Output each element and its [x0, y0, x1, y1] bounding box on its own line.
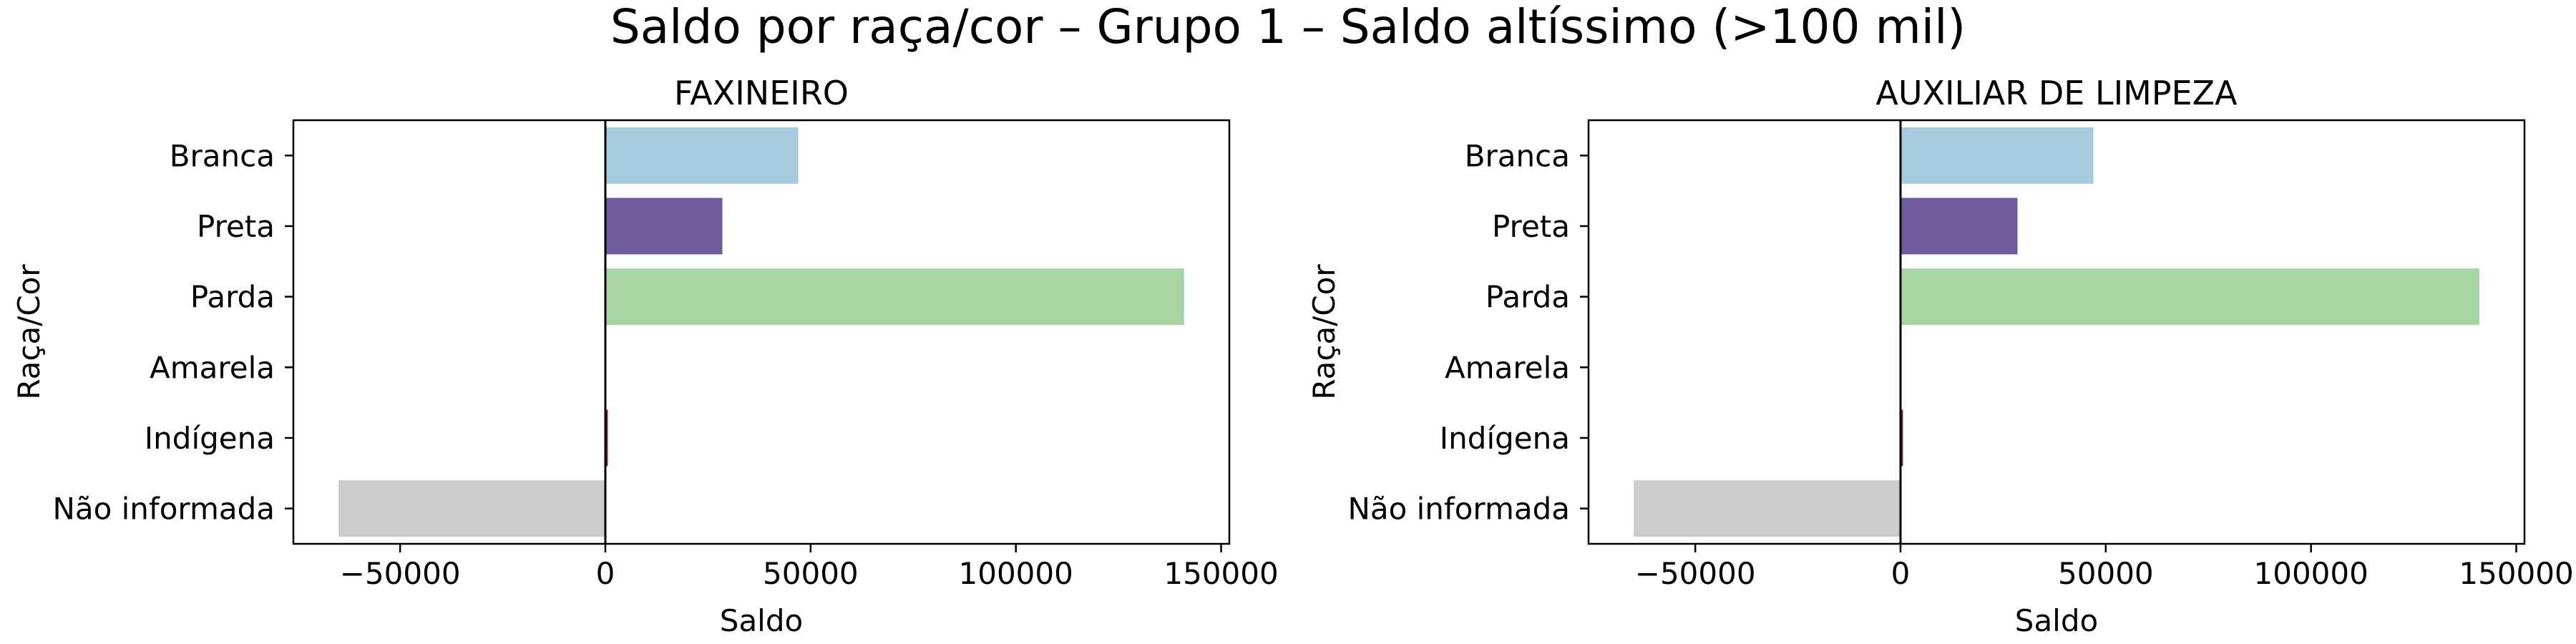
x-tick-label: 50000 [763, 556, 859, 591]
bar-parda [605, 268, 1184, 326]
chart-panel-faxineiro: FAXINEIRO Branca Preta Parda Amarela Indígena… [11, 74, 1279, 638]
y-axis-label: Raça/Cor [11, 264, 47, 400]
y-tick-label: Não informada [52, 492, 275, 527]
bar-branca [1901, 127, 2094, 184]
bar-preta [605, 197, 723, 255]
y-tick-label: Parda [1485, 280, 1570, 315]
bar-parda [1901, 268, 2479, 326]
y-tick-label: Indígena [145, 421, 275, 456]
x-tick-label: 0 [596, 556, 615, 591]
chart-title: FAXINEIRO [674, 74, 849, 112]
bar-nao-informada [1634, 480, 1901, 537]
bar-preta [1901, 197, 2018, 255]
bar-nao-informada [338, 480, 605, 537]
y-tick-label: Parda [190, 280, 275, 315]
bar-branca [605, 127, 799, 184]
x-tick-label: 0 [1891, 556, 1911, 591]
y-tick-label: Branca [170, 138, 275, 173]
x-tick-label: 100000 [959, 556, 1073, 591]
x-tick-label: −50000 [1635, 556, 1756, 591]
chart-panels: FAXINEIRO Branca Preta Parda Amarela Indígena… [11, 74, 2574, 638]
plot-frame [292, 119, 1231, 545]
y-tick-label: Não informada [1347, 492, 1570, 527]
x-tick-label: 50000 [2058, 556, 2154, 591]
y-tick-label: Amarela [150, 350, 275, 385]
x-axis-label: Saldo [2015, 603, 2098, 638]
figure-title: Saldo por raça/cor – Grupo 1 – Saldo alt… [610, 0, 1966, 54]
bar-indigena [605, 409, 608, 467]
bar-indigena [1901, 409, 1903, 467]
plot-frame [1587, 119, 2526, 545]
x-tick-label: 150000 [2459, 556, 2573, 591]
chart-title: AUXILIAR DE LIMPEZA [1875, 74, 2238, 112]
x-tick-label: 100000 [2254, 556, 2368, 591]
y-tick-label: Preta [197, 209, 275, 244]
y-tick-label: Branca [1465, 138, 1570, 173]
x-axis-label: Saldo [720, 603, 803, 638]
x-tick-label: 150000 [1163, 556, 1278, 591]
y-axis-label: Raça/Cor [1307, 264, 1342, 400]
y-tick-label: Amarela [1445, 350, 1570, 385]
y-tick-label: Indígena [1440, 421, 1570, 456]
y-tick-label: Preta [1492, 209, 1570, 244]
chart-panel-auxiliar-de-limpeza: AUXILIAR DE LIMPEZA Branca Preta Parda Amare… [1307, 74, 2574, 638]
x-tick-label: −50000 [340, 556, 461, 591]
